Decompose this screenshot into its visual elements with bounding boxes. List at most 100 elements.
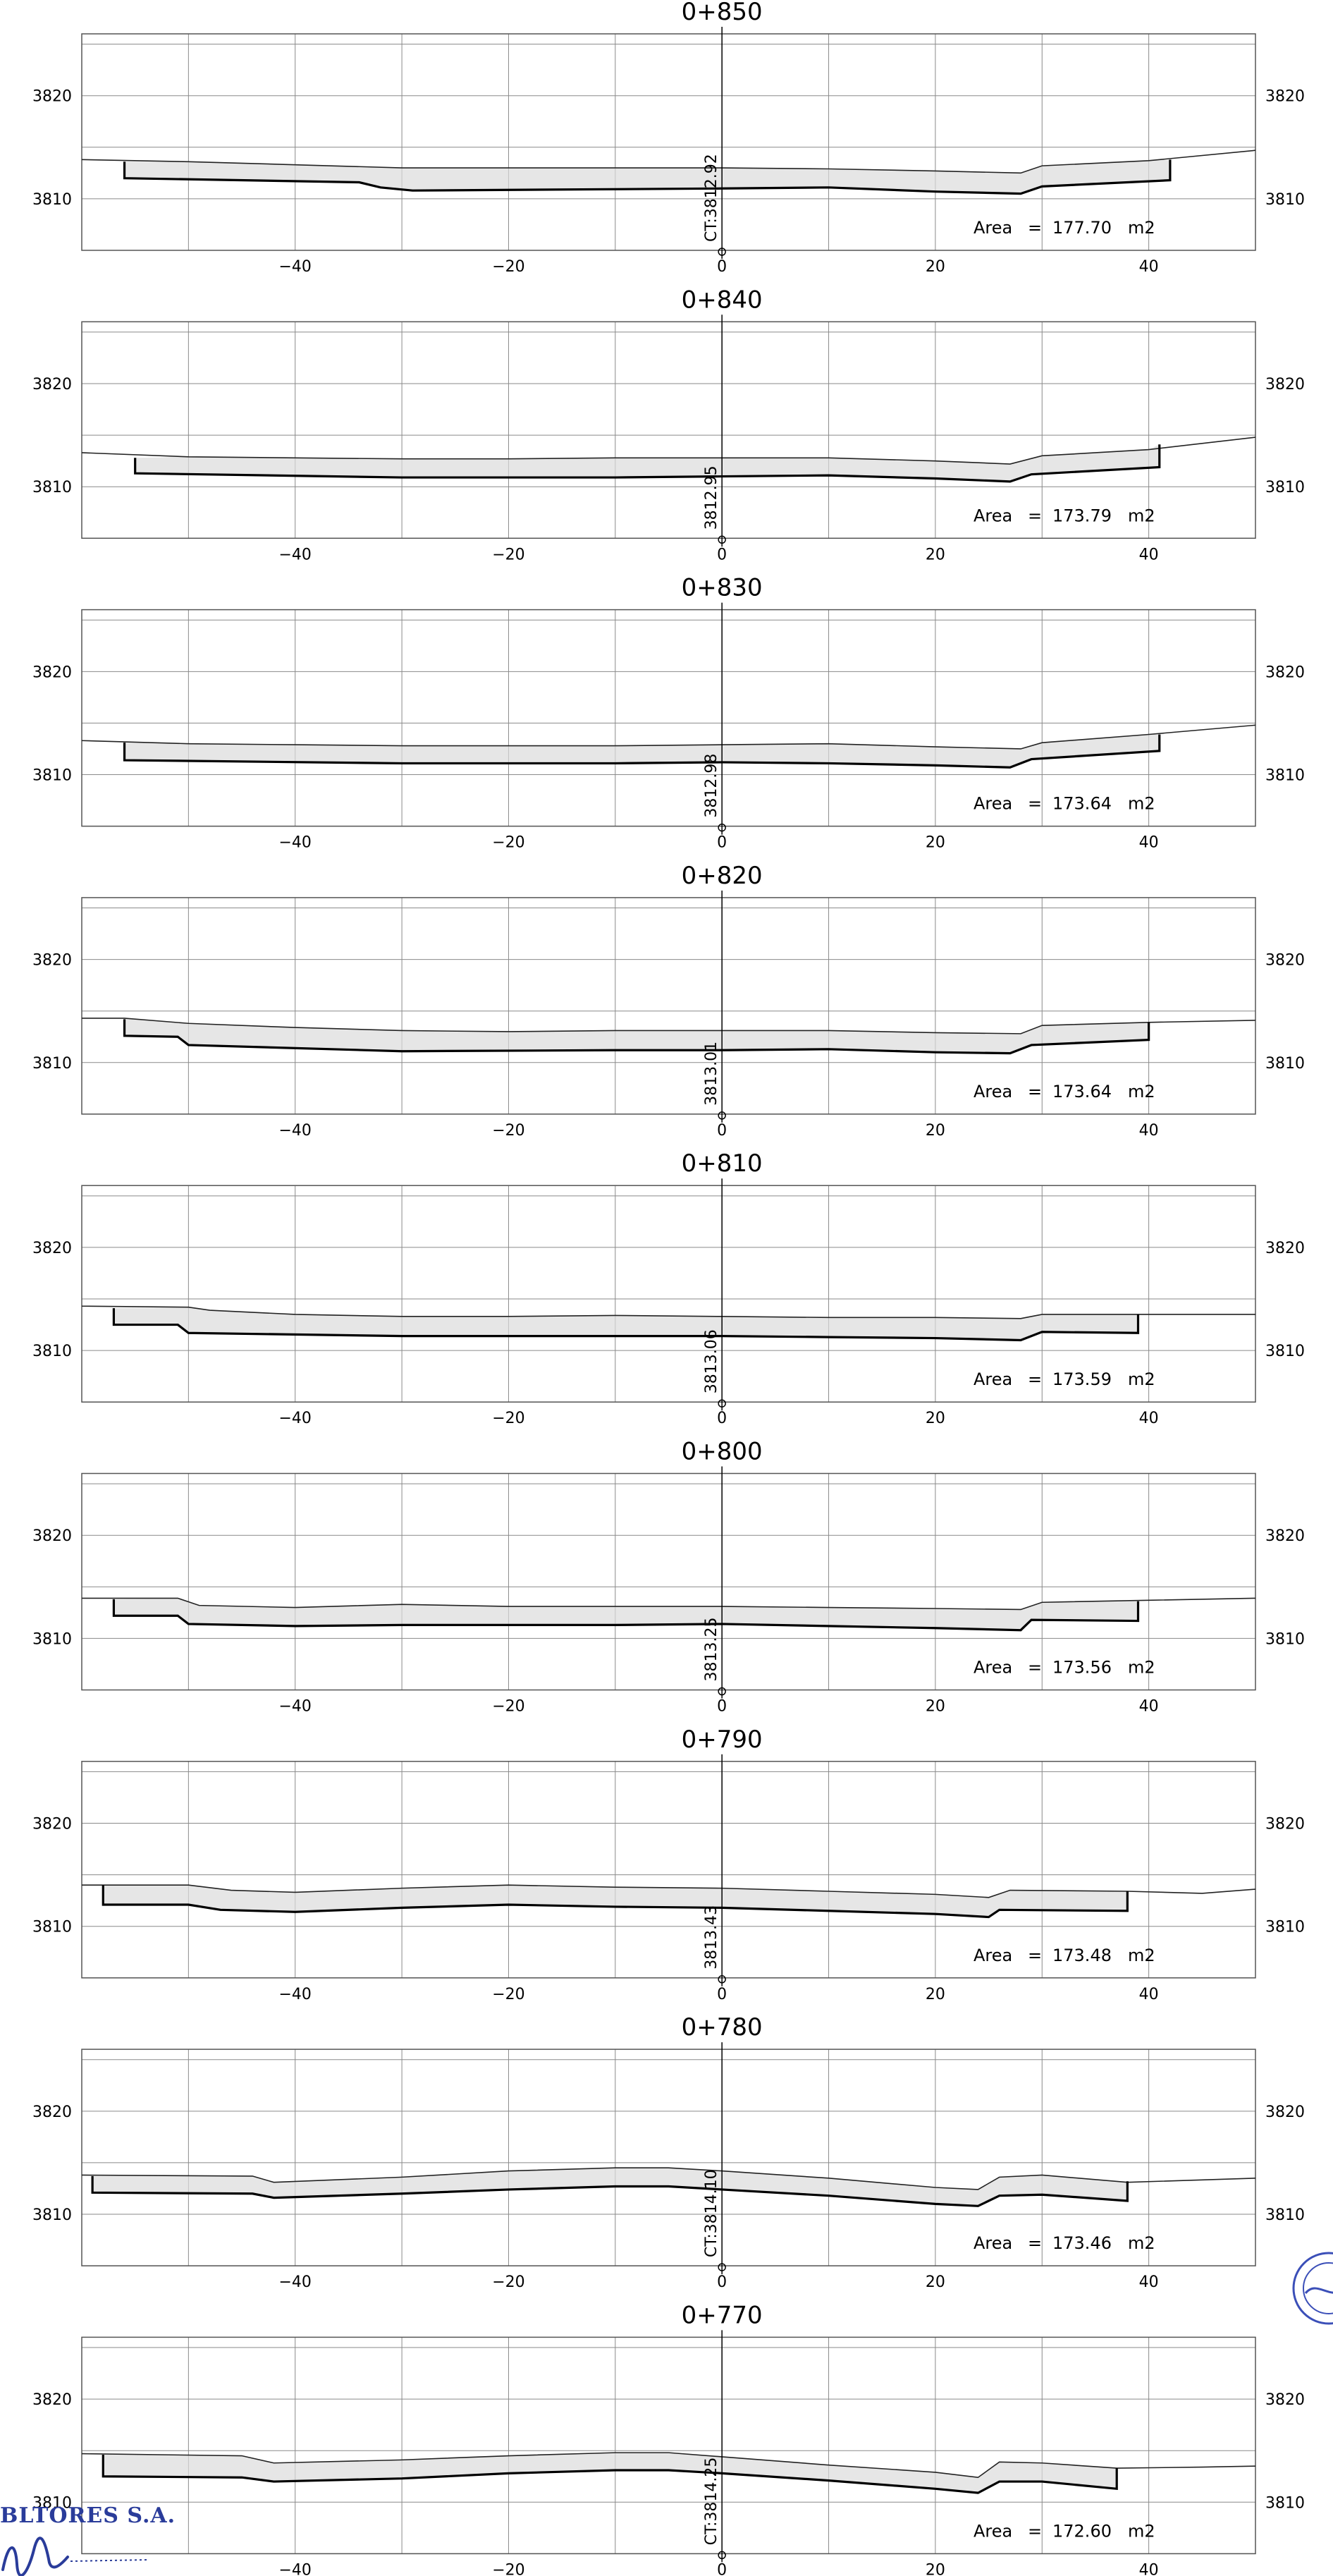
- section-title: 0+850: [682, 0, 763, 26]
- area-unit: m2: [1128, 794, 1155, 814]
- plot-frame: [81, 2336, 1256, 2555]
- area-unit: m2: [1128, 218, 1155, 238]
- y-tick-label-right: 3820: [1265, 1240, 1305, 1257]
- section-0-770: 0+770 CT:3814.25 −40 −20 0 20 40 3810 3810 3820 38…: [32, 2301, 1305, 2576]
- x-tick-label: 20: [926, 1986, 945, 2003]
- centerline-marker: [718, 1975, 726, 1984]
- x-tick-label: 40: [1139, 1986, 1159, 2003]
- y-tick-label-left: 3810: [32, 1919, 72, 1936]
- x-tick-label: 40: [1139, 1410, 1159, 1427]
- centerline-marker: [718, 1111, 726, 1120]
- x-tick-label: −40: [279, 1698, 312, 1716]
- y-tick-label-left: 3820: [32, 1240, 72, 1257]
- x-tick-label: −20: [492, 2273, 524, 2291]
- area-label: Area: [973, 1369, 1012, 1389]
- centerline-elevation-label: CT:3814.25: [703, 2458, 720, 2546]
- y-tick-label-right: 3810: [1265, 1055, 1305, 1073]
- x-tick-label: 40: [1139, 258, 1159, 276]
- y-tick-label-left: 3810: [32, 191, 72, 209]
- cut-fill-area: [124, 1018, 1149, 1054]
- area-equals: =: [1028, 1369, 1042, 1389]
- section-0-810: 0+810 3813.06 −40 −20 0 20 40 3810 3810 3820 3820 A…: [32, 1149, 1305, 1427]
- centerline-marker: [718, 2263, 726, 2271]
- area-value: 173.64: [1052, 1082, 1112, 1101]
- area-value: 173.64: [1052, 794, 1112, 814]
- x-tick-label: 20: [926, 1698, 945, 1716]
- x-tick-label: −40: [279, 258, 312, 276]
- x-tick-label: −40: [279, 2561, 312, 2576]
- y-tick-label-right: 3820: [1265, 664, 1305, 681]
- x-tick-label: 20: [926, 1410, 945, 1427]
- section-0-830: 0+830 3812.98 −40 −20 0 20 40 3810 3810 3820 3820 A…: [32, 574, 1305, 852]
- design-profile-line: [123, 734, 1161, 769]
- y-tick-label-right: 3810: [1265, 479, 1305, 496]
- area-value: 172.60: [1052, 2521, 1112, 2541]
- area-value: 173.46: [1052, 2233, 1112, 2253]
- section-title: 0+820: [682, 862, 763, 890]
- area-equals: =: [1028, 1658, 1042, 1678]
- centerline-elevation-label: 3813.43: [703, 1905, 720, 1970]
- section-title: 0+800: [682, 1438, 763, 1466]
- y-tick-label-left: 3820: [32, 2104, 72, 2121]
- x-tick-label: 20: [926, 2561, 945, 2576]
- section-0-840: 0+840 3812.95 −40 −20 0 20 40 3810 3810 3820 3820 A…: [32, 286, 1305, 563]
- cut-fill-area: [124, 159, 1170, 194]
- y-tick-label-right: 3810: [1265, 767, 1305, 785]
- section-title: 0+830: [682, 574, 763, 602]
- x-tick-label: −20: [492, 1698, 524, 1716]
- y-tick-label-right: 3810: [1265, 2206, 1305, 2224]
- design-profile-line: [134, 444, 1161, 483]
- section-title: 0+780: [682, 2013, 763, 2041]
- plot-frame: [81, 1472, 1256, 1691]
- y-tick-label-left: 3820: [32, 664, 72, 681]
- y-tick-label-left: 3820: [32, 1816, 72, 1833]
- y-tick-label-left: 3820: [32, 1527, 72, 1545]
- design-profile-line: [102, 1885, 1129, 1919]
- x-tick-label: −20: [492, 258, 524, 276]
- area-unit: m2: [1128, 1946, 1155, 1965]
- section-title: 0+790: [682, 1726, 763, 1754]
- section-0-780: 0+780 CT:3814.10 −40 −20 0 20 40 3810 3810 3820 38…: [32, 2013, 1305, 2291]
- x-tick-label: −40: [279, 2273, 312, 2291]
- cut-fill-area: [113, 1307, 1138, 1341]
- terrain-line: [82, 1018, 1256, 1034]
- design-profile-line: [112, 1599, 1140, 1632]
- x-tick-label: 0: [717, 2273, 727, 2291]
- y-tick-label-left: 3810: [32, 1343, 72, 1360]
- area-label: Area: [973, 2233, 1012, 2253]
- area-unit: m2: [1128, 1369, 1155, 1389]
- section-0-790: 0+790 3813.43 −40 −20 0 20 40 3810 3810 3820 3820 A…: [32, 1726, 1305, 2003]
- x-tick-label: 0: [717, 1986, 727, 2003]
- y-tick-label-left: 3810: [32, 479, 72, 496]
- section-0-820: 0+820 3813.01 −40 −20 0 20 40 3810 3810 3820 3820 A…: [32, 862, 1305, 1140]
- section-0-800: 0+800 3813.25 −40 −20 0 20 40 3810 3810 3820 3820 A…: [32, 1438, 1305, 1716]
- area-value: 173.48: [1052, 1946, 1112, 1965]
- area-unit: m2: [1128, 2233, 1155, 2253]
- area-unit: m2: [1128, 1658, 1155, 1678]
- cut-fill-area: [113, 1598, 1138, 1630]
- area-label: Area: [973, 1082, 1012, 1101]
- cut-fill-area: [124, 734, 1160, 768]
- plot-frame: [81, 321, 1256, 539]
- area-label: Area: [973, 506, 1012, 525]
- x-tick-label: 20: [926, 1122, 945, 1140]
- centerline-marker: [718, 248, 726, 256]
- y-tick-label-left: 3820: [32, 376, 72, 393]
- area-equals: =: [1028, 1082, 1042, 1101]
- x-tick-label: −40: [279, 834, 312, 852]
- y-tick-label-right: 3810: [1265, 2494, 1305, 2512]
- x-tick-label: 40: [1139, 1122, 1159, 1140]
- plot-frame: [81, 1761, 1256, 1979]
- centerline-marker: [718, 1399, 726, 1408]
- area-label: Area: [973, 1658, 1012, 1678]
- x-tick-label: −40: [279, 1986, 312, 2003]
- area-equals: =: [1028, 794, 1042, 814]
- area-label: Area: [973, 1946, 1012, 1965]
- company-name: BLTORES S.A.: [0, 2503, 176, 2528]
- centerline-marker: [718, 823, 726, 832]
- y-tick-label-left: 3810: [32, 767, 72, 785]
- area-equals: =: [1028, 506, 1042, 525]
- x-tick-label: 0: [717, 1410, 727, 1427]
- y-tick-label-left: 3820: [32, 952, 72, 970]
- area-value: 173.56: [1052, 1658, 1112, 1678]
